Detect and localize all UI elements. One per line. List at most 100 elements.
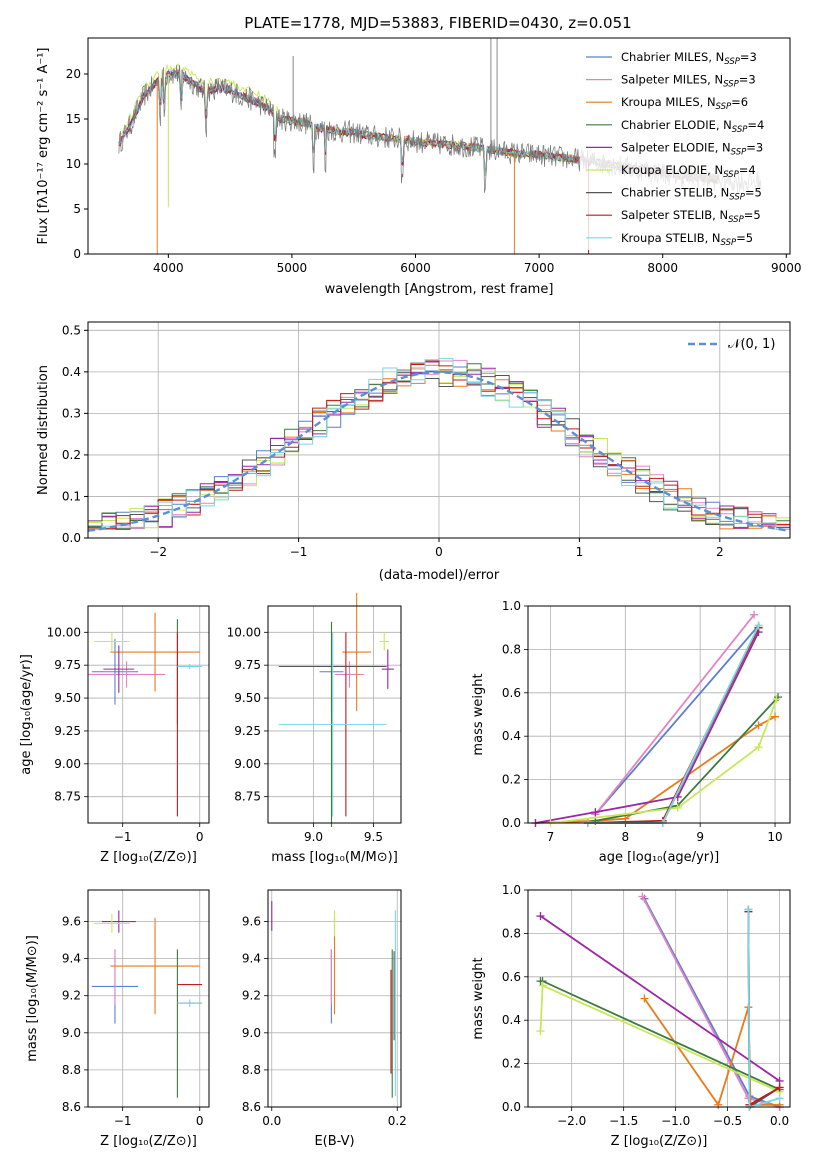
mass-vs-ebv-xlabel: E(B-V): [314, 1134, 354, 1149]
spectrum-ylabel: Flux [fλ10⁻¹⁷ erg cm⁻² s⁻¹ A⁻¹]: [36, 48, 51, 245]
x-tick-label: 0.0: [770, 1114, 789, 1128]
x-tick-label: 2: [716, 545, 724, 559]
x-tick-label: 7000: [524, 261, 555, 275]
y-tick-label: 9.4: [62, 952, 81, 966]
x-tick-label: 9.5: [364, 830, 383, 844]
y-tick-label: 9.25: [54, 724, 81, 738]
x-tick-label: 0: [435, 545, 443, 559]
x-tick-label: 0: [196, 830, 204, 844]
x-tick-label: −1: [290, 545, 308, 559]
mass-vs-ebv-marks: [271, 901, 396, 1098]
x-tick-label: 0.0: [262, 1114, 281, 1128]
y-tick-label: 8.75: [54, 790, 81, 804]
x-tick-label: 8000: [647, 261, 678, 275]
weight-line: [594, 624, 760, 815]
legend-label-sub: SSP: [721, 238, 737, 248]
x-tick-label: 5000: [277, 261, 308, 275]
x-tick-label: 8: [621, 830, 629, 844]
x-tick-label: −1: [114, 1114, 132, 1128]
y-tick-label: 1.0: [502, 883, 521, 897]
mass-weight-vs-age-marks: [531, 610, 783, 827]
legend-label-tail: =3: [739, 73, 756, 87]
mass-vs-Z-grid: [88, 890, 209, 1108]
y-tick-label: 0.2: [502, 773, 521, 787]
y-tick-label: 9.6: [242, 915, 261, 929]
y-tick-label: 8.6: [242, 1100, 261, 1114]
legend-label-tail: =3: [746, 140, 763, 154]
mass-weight-vs-age-grid: [528, 605, 790, 824]
y-tick-label: 8.8: [62, 1063, 81, 1077]
age-vs-Z-ylabel: age [log₁₀(age/yr)]: [19, 654, 34, 775]
y-tick-label: 8.75: [234, 790, 261, 804]
mass-weight-vs-age-ylabel: mass weight: [471, 673, 486, 755]
y-tick-label: 0.6: [502, 970, 521, 984]
legend-label: Chabrier ELODIE, NSSP=4: [621, 118, 764, 135]
weight-line: [594, 614, 755, 815]
y-tick-label: 9.25: [234, 724, 261, 738]
legend-label: Kroupa ELODIE, NSSP=4: [621, 163, 756, 180]
legend-label-main: Salpeter STELIB, N: [621, 208, 728, 222]
age-vs-mass-grid: [268, 606, 401, 823]
x-tick-label: 9000: [771, 261, 802, 275]
legend-label: Salpeter MILES, NSSP=3: [621, 73, 756, 90]
age-vs-mass-marks: [278, 592, 394, 827]
y-tick-label: 0.1: [62, 489, 81, 503]
weight-line: [550, 698, 778, 824]
mass-vs-ebv-panel: 0.0 0.2 8.6 8.8 9.0 9.2 9.4 9.6 E(B-V): [242, 889, 407, 1149]
legend-label-sub: SSP: [729, 193, 745, 203]
y-tick-label: 9.75: [234, 658, 261, 672]
legend-label-tail: =3: [740, 50, 757, 64]
legend-label-tail: =5: [736, 231, 753, 245]
legend-label: Kroupa MILES, NSSP=6: [621, 95, 748, 112]
mass-weight-vs-Z-xlabel: Z [log₁₀(Z/Z⊙)]: [611, 1134, 708, 1149]
y-tick-label: 0.0: [502, 816, 521, 830]
weight-marker: [673, 803, 682, 812]
mass-vs-Z-xlabel: Z [log₁₀(Z/Z⊙)]: [100, 1134, 197, 1149]
weight-line: [539, 984, 780, 1093]
x-tick-label: 9: [696, 830, 704, 844]
spectrum-panel: 4000 5000 6000 7000 8000 9000 0 5 10 15 20 wavelen…: [36, 37, 802, 297]
mass-vs-Z-ylabel: mass [log₁₀(M/M⊙)]: [25, 935, 40, 1062]
y-tick-label: 0.5: [62, 323, 81, 337]
age-vs-Z-marks: [88, 612, 203, 817]
spectrum-frame: [87, 37, 791, 255]
weight-line: [540, 980, 780, 1091]
weight-marker: [536, 1027, 545, 1036]
y-tick-label: 9.50: [54, 691, 81, 705]
legend-label: Salpeter ELODIE, NSSP=3: [621, 140, 763, 157]
y-tick-label: 9.4: [242, 952, 261, 966]
weight-line: [747, 911, 781, 1107]
residuals-ylabel: Normed distribution: [36, 365, 51, 495]
weight-marker: [536, 912, 545, 921]
x-tick-label: −0.5: [713, 1114, 742, 1128]
weight-marker: [754, 721, 763, 730]
mass-vs-Z-marks: [91, 910, 203, 1098]
x-tick-label: −2: [149, 545, 167, 559]
x-tick-label: −1.5: [609, 1114, 638, 1128]
weight-marker: [775, 1083, 784, 1092]
weight-marker: [538, 981, 547, 990]
weight-line: [643, 997, 780, 1107]
x-tick-label: −1.0: [661, 1114, 690, 1128]
legend-label-tail: =4: [739, 163, 756, 177]
y-tick-label: 0: [73, 247, 81, 261]
age-vs-Z-frame: [87, 605, 210, 824]
weight-marker: [640, 994, 649, 1003]
y-tick-label: 0.0: [502, 1100, 521, 1114]
legend-label-main: Salpeter MILES, N: [621, 73, 723, 87]
residuals-xlabel: (data-model)/error: [379, 568, 500, 583]
age-vs-Z-grid: [88, 606, 209, 823]
x-tick-label: 7: [547, 830, 555, 844]
y-tick-label: 10.00: [47, 625, 81, 639]
legend-label-sub: SSP: [724, 57, 740, 67]
spectrum-title: PLATE=1778, MJD=53883, FIBERID=0430, z=0…: [244, 14, 631, 32]
legend-label-main: Kroupa MILES, N: [621, 95, 716, 109]
weight-marker: [638, 892, 647, 901]
x-tick-label: 6000: [400, 261, 431, 275]
y-tick-label: 15: [66, 112, 81, 126]
weight-marker: [754, 621, 763, 630]
age-vs-mass-frame: [267, 605, 402, 824]
residuals-legend: 𝒩(0, 1): [688, 337, 775, 352]
